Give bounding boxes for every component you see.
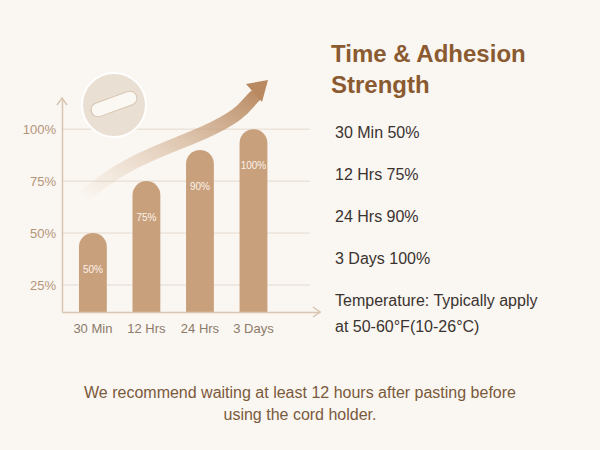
x-tick-label: 3 Days xyxy=(233,321,274,336)
y-axis: 25% 50% 75% 100% xyxy=(23,99,63,313)
data-label: 90% xyxy=(190,181,210,192)
bar xyxy=(133,181,161,312)
y-axis-line xyxy=(62,99,64,313)
annotations: 30 Min 50% 12 Hrs 75% 24 Hrs 90% 3 Days 100… xyxy=(335,124,537,335)
x-tick: 24 Hrs xyxy=(181,312,220,336)
text-line: Time & Adhesion xyxy=(331,40,526,67)
y-axis-arrow xyxy=(57,98,67,105)
annotation: 24 Hrs 90% xyxy=(335,208,419,225)
text-line: We recommend waiting at least 12 hours a… xyxy=(84,384,516,401)
chart-root: 50% 75% 90% 100% 25% 50% 75% 100% 30 Min 12 Hrs 24… xyxy=(0,0,600,450)
y-tick: 50% xyxy=(30,226,62,241)
x-tick: 12 Hrs xyxy=(127,312,166,336)
y-tick-label: 75% xyxy=(30,174,56,189)
x-axis-arrow xyxy=(313,307,320,317)
annotation: 3 Days 100% xyxy=(335,250,430,267)
data-labels: 50% 75% 90% 100% xyxy=(83,160,266,275)
y-tick: 25% xyxy=(30,278,62,293)
data-label: 75% xyxy=(136,212,156,223)
text-line: at 50-60°F(10-26°C) xyxy=(335,318,479,335)
y-tick-label: 50% xyxy=(30,226,56,241)
x-tick-label: 24 Hrs xyxy=(181,321,220,336)
bars xyxy=(79,129,267,312)
text-line: 24 Hrs 90% xyxy=(335,208,419,225)
text-line: 12 Hrs 75% xyxy=(335,166,419,183)
product-photo xyxy=(82,73,146,137)
bar xyxy=(240,129,268,312)
text-line: Temperature: Typically apply xyxy=(335,292,537,309)
y-tick: 100% xyxy=(23,122,62,137)
annotation: 12 Hrs 75% xyxy=(335,166,419,183)
y-tick-label: 25% xyxy=(30,278,56,293)
annotation: 30 Min 50% xyxy=(335,124,420,141)
x-tick: 3 Days xyxy=(233,312,274,336)
bar xyxy=(79,233,107,312)
annotation: Temperature: Typically apply at 50-60°F(1… xyxy=(335,292,537,335)
x-axis-line xyxy=(63,312,321,314)
text-line: using the cord holder. xyxy=(224,406,377,423)
grid-line xyxy=(62,233,310,234)
x-tick: 30 Min xyxy=(73,312,112,336)
data-label: 50% xyxy=(83,264,103,275)
bar xyxy=(186,150,214,312)
footnote: We recommend waiting at least 12 hours a… xyxy=(84,384,516,423)
x-tick-label: 12 Hrs xyxy=(127,321,166,336)
text-line: Strength xyxy=(331,71,430,98)
y-tick: 75% xyxy=(30,174,62,189)
y-tick-label: 100% xyxy=(23,122,57,137)
trend-arrow-head xyxy=(246,80,268,102)
x-tick-label: 30 Min xyxy=(73,321,112,336)
title: Time & Adhesion Strength xyxy=(331,40,526,98)
text-line: 30 Min 50% xyxy=(335,124,420,141)
product-shape xyxy=(89,89,139,119)
x-axis: 30 Min 12 Hrs 24 Hrs 3 Days xyxy=(63,312,321,336)
text-line: 3 Days 100% xyxy=(335,250,430,267)
data-label: 100% xyxy=(241,160,267,171)
background xyxy=(0,0,600,450)
